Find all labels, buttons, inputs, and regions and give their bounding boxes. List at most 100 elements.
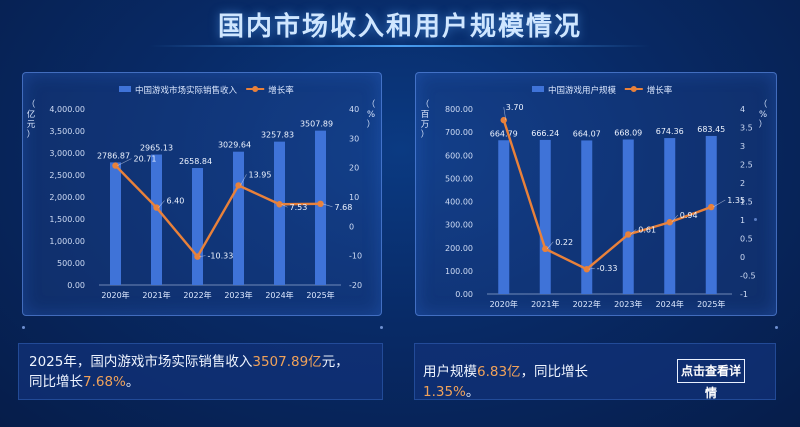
right-tick-label: 30: [349, 134, 359, 143]
right-tick-label: 10: [349, 193, 359, 202]
bar-value-label: 2786.87: [97, 151, 130, 160]
summary-text-part: 元，: [321, 354, 349, 370]
revenue-chart: 中国游戏市场实际销售收入 增长率（亿元）（%）0.00500.001,000.00…: [27, 85, 376, 300]
bar: [581, 140, 593, 294]
left-tick-label: 400.00: [445, 198, 473, 207]
growth-label-leader: [199, 255, 206, 257]
left-tick-label: 200.00: [445, 244, 473, 253]
growth-point: [153, 204, 160, 211]
growth-value-label: 0.94: [680, 211, 698, 220]
right-tick-label: -1: [740, 290, 748, 299]
growth-point: [112, 162, 119, 169]
bar: [498, 140, 510, 294]
growth-point: [583, 266, 590, 273]
legend-line-marker: [252, 86, 259, 92]
growth-value-label: 7.68: [335, 203, 353, 212]
x-tick-label: 2023年: [614, 299, 642, 309]
bar-value-label: 3507.89: [300, 120, 333, 129]
left-tick-label: 2,000.00: [49, 193, 85, 202]
left-tick-label: 3,500.00: [49, 127, 85, 136]
bar-value-label: 683.45: [697, 125, 725, 134]
growth-label-leader: [630, 229, 637, 235]
growth-line: [502, 119, 712, 271]
right-tick-label: 2: [740, 179, 745, 188]
users-summary-box: 用户规模6.83亿，同比增长 1.35%。 点击查看详情: [414, 343, 776, 400]
right-tick-label: 0: [740, 253, 745, 262]
growth-label-leader: [547, 241, 554, 250]
growth-point: [276, 201, 283, 208]
growth-value-label: -10.33: [208, 252, 234, 261]
page-title: 国内市场收入和用户规模情况: [217, 12, 582, 42]
growth-value-label: 20.71: [134, 155, 157, 164]
right-tick-label: 40: [349, 105, 359, 114]
legend-line-marker: [630, 86, 637, 92]
growth-value-label: 3.70: [506, 103, 524, 112]
right-axis-title: （: [759, 99, 768, 110]
right-tick-label: 20: [349, 164, 359, 173]
summary-text-part: ，同比增长: [520, 364, 589, 380]
left-tick-label: 700.00: [445, 128, 473, 137]
left-tick-label: 1,500.00: [49, 215, 85, 224]
legend-bar-label: 中国游戏用户规模: [548, 85, 617, 96]
left-axis-title: ）: [27, 129, 36, 140]
growth-point: [235, 182, 242, 189]
x-tick-label: 2021年: [142, 290, 170, 300]
left-tick-label: 0.00: [455, 290, 473, 299]
growth-label-leader: [322, 203, 333, 208]
bar-value-label: 674.36: [656, 127, 684, 136]
growth-value-label: 6.40: [167, 197, 185, 206]
growth-label-leader: [671, 215, 678, 223]
bar: [233, 151, 244, 285]
decor-dot: [754, 218, 757, 221]
decor-dot: [380, 326, 383, 329]
growth-label-leader: [158, 200, 165, 208]
revenue-summary-text: 2025年，国内游戏市场实际销售收入3507.89亿元， 同比增长7.68%。: [29, 352, 374, 392]
left-tick-label: 800.00: [445, 105, 473, 114]
right-tick-label: -20: [349, 281, 362, 290]
bar: [274, 141, 285, 285]
left-axis-title: 亿: [27, 109, 36, 120]
bar: [151, 154, 162, 285]
users-summary-text: 用户规模6.83亿，同比增长 1.35%。: [423, 362, 643, 402]
right-tick-label: 2.5: [740, 161, 753, 170]
left-tick-label: 300.00: [445, 221, 473, 230]
x-tick-label: 2024年: [265, 290, 293, 300]
right-axis-title: （: [367, 99, 376, 110]
growth-line: [114, 164, 321, 259]
right-axis-title: ）: [759, 119, 768, 130]
decor-dot: [775, 326, 778, 329]
x-tick-label: 2022年: [183, 290, 211, 300]
left-tick-label: 4,000.00: [49, 105, 85, 114]
summary-highlight-value: 3507.89亿: [252, 354, 322, 370]
summary-highlight-value: 7.68%: [83, 374, 126, 390]
growth-value-label: 13.95: [249, 170, 272, 179]
left-axis-title: ）: [421, 129, 430, 140]
revenue-summary-box: 2025年，国内游戏市场实际销售收入3507.89亿元， 同比增长7.68%。: [18, 343, 383, 400]
bar: [664, 138, 676, 294]
right-tick-label: 1: [740, 216, 745, 225]
growth-value-label: 0.22: [555, 238, 573, 247]
left-axis-title: 元: [27, 120, 36, 130]
view-details-button[interactable]: 点击查看详情: [677, 359, 745, 400]
summary-text-part: 同比增长: [29, 374, 83, 390]
x-tick-label: 2025年: [306, 290, 334, 300]
left-tick-label: 500.00: [445, 174, 473, 183]
summary-text-part: 2025年，国内游戏市场实际销售收入: [29, 354, 253, 370]
bar-value-label: 664.07: [573, 129, 601, 138]
x-tick-label: 2025年: [697, 299, 725, 309]
right-tick-label: 3.5: [740, 124, 753, 133]
summary-highlight-value: 6.83亿: [477, 364, 521, 380]
summary-text-part: 。: [465, 384, 480, 400]
summary-text-part: 。: [125, 374, 140, 390]
growth-label-leader: [117, 158, 132, 166]
x-tick-label: 2020年: [490, 299, 518, 309]
left-axis-title: （: [27, 99, 36, 110]
right-tick-label: 0.5: [740, 235, 753, 244]
right-tick-label: 3: [740, 142, 745, 151]
x-tick-label: 2024年: [656, 299, 684, 309]
revenue-chart-panel: 中国游戏市场实际销售收入 增长率（亿元）（%） 0.00 500.00 1,000.00…: [22, 72, 382, 316]
summary-highlight-value: 1.35%: [423, 384, 466, 400]
decor-dot: [22, 326, 25, 329]
legend-line-label: 增长率: [647, 85, 673, 96]
left-tick-label: 1,000.00: [49, 237, 85, 246]
